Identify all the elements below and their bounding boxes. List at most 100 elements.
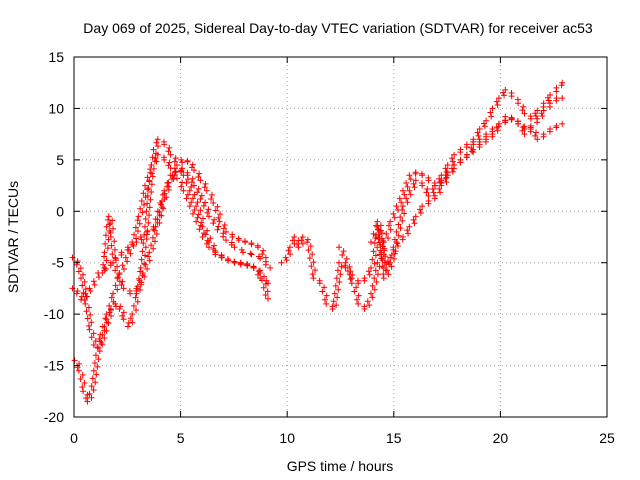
data-point: [344, 267, 351, 274]
data-point: [140, 190, 147, 197]
data-point: [387, 254, 394, 261]
data-point: [257, 255, 264, 262]
data-point: [154, 151, 161, 158]
data-point: [81, 297, 88, 304]
data-point: [286, 244, 293, 251]
data-point: [183, 180, 190, 186]
data-point: [191, 182, 198, 189]
data-point: [431, 192, 438, 199]
data-point: [342, 264, 349, 271]
data-point: [86, 390, 93, 397]
data-point: [330, 298, 337, 305]
data-point: [173, 162, 180, 168]
data-point: [134, 298, 141, 305]
data-point: [442, 175, 449, 182]
data-point: [99, 323, 106, 330]
data-point: [306, 255, 313, 262]
x-tick-label: 20: [493, 430, 509, 446]
data-point: [336, 244, 342, 251]
data-point: [379, 257, 386, 264]
data-point: [385, 271, 392, 278]
data-point: [469, 148, 476, 155]
data-point: [425, 198, 432, 204]
data-point: [483, 117, 490, 124]
data-point: [167, 165, 174, 172]
data-point: [81, 278, 88, 285]
data-point: [95, 356, 102, 363]
data-point: [547, 126, 554, 132]
data-point: [255, 268, 262, 275]
data-point: [138, 256, 145, 263]
data-point: [148, 170, 155, 177]
data-point: [139, 248, 146, 255]
data-point: [463, 141, 470, 148]
data-point: [212, 207, 219, 214]
data-point: [150, 146, 157, 153]
data-point: [137, 234, 144, 240]
data-point: [144, 227, 151, 234]
data-point: [515, 100, 522, 107]
data-point: [217, 211, 224, 218]
data-point: [110, 290, 117, 297]
data-point: [348, 280, 355, 287]
data-point: [101, 335, 108, 342]
data-point: [158, 201, 165, 208]
y-tick-label: -20: [44, 409, 64, 425]
data-point: [412, 177, 419, 184]
data-marks: [69, 79, 566, 405]
data-point: [412, 169, 419, 176]
data-point: [204, 209, 211, 216]
data-point: [112, 282, 119, 289]
data-point: [380, 237, 387, 244]
data-point: [172, 168, 179, 175]
data-point: [153, 158, 160, 165]
data-point: [130, 243, 137, 249]
data-point: [141, 260, 148, 267]
data-point: [401, 191, 408, 198]
data-point: [483, 131, 490, 138]
data-point: [132, 224, 139, 231]
data-point: [373, 279, 380, 285]
y-tick-label: 0: [56, 203, 64, 219]
data-point: [212, 251, 219, 258]
data-point: [74, 288, 81, 294]
data-point: [382, 253, 389, 260]
data-point: [534, 107, 541, 114]
data-point: [367, 264, 374, 271]
data-point: [127, 250, 134, 257]
data-point: [559, 95, 566, 102]
data-point: [393, 203, 400, 210]
data-point: [387, 226, 394, 233]
data-point: [137, 286, 144, 293]
data-point: [374, 259, 381, 266]
data-point: [112, 255, 119, 262]
data-point: [202, 180, 209, 187]
data-point: [371, 240, 378, 247]
data-point: [515, 120, 522, 127]
data-point: [204, 227, 211, 234]
data-point: [495, 95, 502, 102]
data-point: [109, 251, 116, 258]
data-point: [545, 97, 552, 104]
data-point: [148, 189, 155, 195]
data-point: [205, 206, 212, 213]
data-point: [335, 286, 342, 293]
x-tick-label: 15: [386, 430, 402, 446]
data-point: [156, 220, 163, 227]
data-point: [139, 270, 146, 276]
data-point: [406, 172, 413, 179]
data-point: [88, 319, 95, 326]
data-point: [178, 156, 185, 163]
data-point: [198, 219, 205, 226]
data-point: [425, 177, 432, 184]
data-point: [167, 151, 174, 158]
data-point: [442, 165, 449, 172]
data-point: [195, 211, 202, 218]
data-point: [521, 110, 528, 117]
data-point: [197, 195, 204, 202]
data-point: [111, 246, 118, 253]
series-track-d: [99, 167, 274, 297]
data-point: [104, 245, 111, 252]
data-point: [108, 294, 115, 301]
data-point: [195, 185, 202, 192]
